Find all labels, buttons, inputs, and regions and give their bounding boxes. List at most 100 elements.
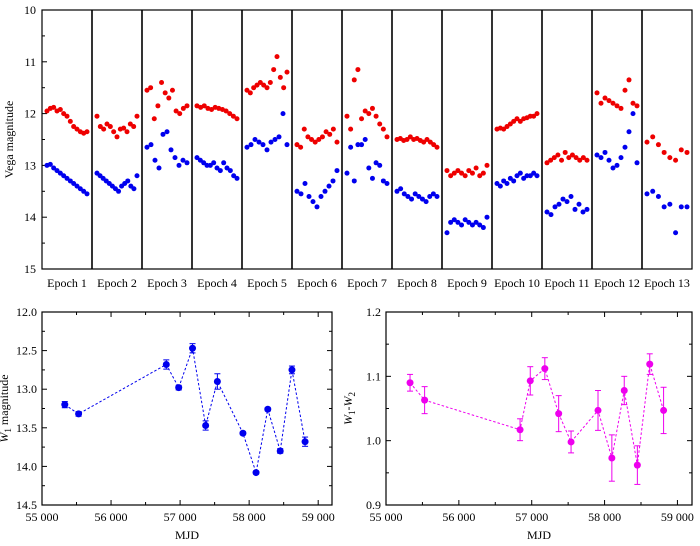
x-tick-label: 56 000 xyxy=(442,510,475,524)
data-point xyxy=(202,421,210,429)
y-tick-label: 12 xyxy=(24,107,36,121)
y-tick-label: 13 xyxy=(24,158,36,172)
w2-point xyxy=(678,147,684,153)
x-tick-label: 57 000 xyxy=(515,510,548,524)
w2-point xyxy=(606,98,612,104)
w1-point xyxy=(47,161,53,167)
w1-point xyxy=(504,181,510,187)
w1-point xyxy=(314,204,320,210)
w1-point xyxy=(302,181,308,187)
w2-point xyxy=(684,149,690,155)
w2-point xyxy=(124,129,130,135)
w2-point xyxy=(661,149,667,155)
w1-point xyxy=(614,162,620,168)
w1-point xyxy=(568,193,574,199)
w1-point xyxy=(602,149,608,155)
w2-point xyxy=(614,103,620,109)
w1-point xyxy=(434,193,440,199)
y-tick-label: 12.5 xyxy=(16,344,37,358)
epoch-label: Epoch 7 xyxy=(347,276,387,290)
y-tick-label: 0.9 xyxy=(366,498,381,512)
w2-point xyxy=(544,160,550,166)
w2-point xyxy=(247,90,253,96)
w2-point xyxy=(209,106,215,112)
w2-point xyxy=(344,113,350,119)
w2-point xyxy=(301,126,307,132)
w2-point xyxy=(630,100,636,106)
w1-point xyxy=(412,191,418,197)
y-tick-label: 13.5 xyxy=(16,421,37,435)
data-point xyxy=(252,469,260,477)
w1-point xyxy=(511,178,517,184)
w2-point xyxy=(451,170,457,176)
data-point xyxy=(660,406,668,414)
w1-point xyxy=(626,129,632,135)
w2-point xyxy=(634,103,640,109)
w2-point xyxy=(455,168,461,174)
w1-point xyxy=(348,144,354,150)
w1-point xyxy=(84,191,90,197)
w1-point xyxy=(419,196,425,202)
w2-point xyxy=(114,134,120,140)
w2-point xyxy=(351,77,357,83)
w2-point xyxy=(264,85,270,91)
x-tick-label: 57 000 xyxy=(164,510,197,524)
w1-point xyxy=(252,137,258,142)
w1-point xyxy=(473,219,479,225)
w2-point xyxy=(294,142,300,148)
w1-point xyxy=(377,162,383,168)
bottom-left-panel-w1: 55 000 56 000 57 000 58 000 59 000 12.0 12.5 13… xyxy=(0,305,335,542)
w1-point xyxy=(369,175,375,181)
w2-point xyxy=(131,124,137,130)
w2-point xyxy=(277,74,283,80)
data-point xyxy=(276,447,284,455)
w2-point xyxy=(274,54,280,60)
w2-point xyxy=(312,139,318,145)
data-point xyxy=(264,405,272,413)
w1-point xyxy=(244,144,250,150)
w2-point xyxy=(655,142,661,148)
w2-point xyxy=(362,108,368,114)
y-axis-label-part: 2 xyxy=(347,392,357,397)
w1-point xyxy=(572,206,578,212)
epoch-label: Epoch 1 xyxy=(47,276,87,290)
w2-point xyxy=(67,118,73,124)
w1-point xyxy=(459,222,465,228)
w1-point xyxy=(366,165,372,171)
w2-point xyxy=(369,105,375,111)
w1-point xyxy=(227,168,233,174)
w1-point xyxy=(276,134,282,140)
w2-point xyxy=(148,85,154,91)
w1-point xyxy=(125,178,131,184)
x-tick-label: 56 000 xyxy=(95,510,128,524)
data-point xyxy=(288,366,296,374)
w2-point xyxy=(330,126,336,132)
w2-point xyxy=(309,137,315,142)
w1-point xyxy=(416,193,422,199)
data-point xyxy=(555,410,563,418)
w2-point xyxy=(227,111,233,117)
plot-frame xyxy=(41,311,333,506)
data-point xyxy=(541,365,549,373)
w1-point xyxy=(164,129,170,135)
w1-point xyxy=(678,204,684,210)
w1-point xyxy=(430,191,436,197)
epoch-label: Epoch 3 xyxy=(147,276,187,290)
y-tick-label: 1.2 xyxy=(366,305,381,319)
w2-point xyxy=(569,152,575,158)
y-tick-label: 12.0 xyxy=(16,305,37,319)
w2-point xyxy=(234,116,240,122)
w1-point xyxy=(598,155,604,161)
w1-point xyxy=(306,193,312,199)
w2-point xyxy=(305,134,311,140)
data-point xyxy=(526,377,534,385)
w2-point xyxy=(159,80,165,86)
data-point xyxy=(75,410,83,418)
y-axis-label-part: W xyxy=(341,396,355,407)
w1-point xyxy=(298,191,304,197)
x-tick-label: 55 000 xyxy=(26,510,59,524)
w1-point xyxy=(462,217,468,223)
y-axis-label-part: W xyxy=(0,432,11,443)
w1-point xyxy=(552,204,558,210)
y-tick-label: 10 xyxy=(24,3,36,17)
